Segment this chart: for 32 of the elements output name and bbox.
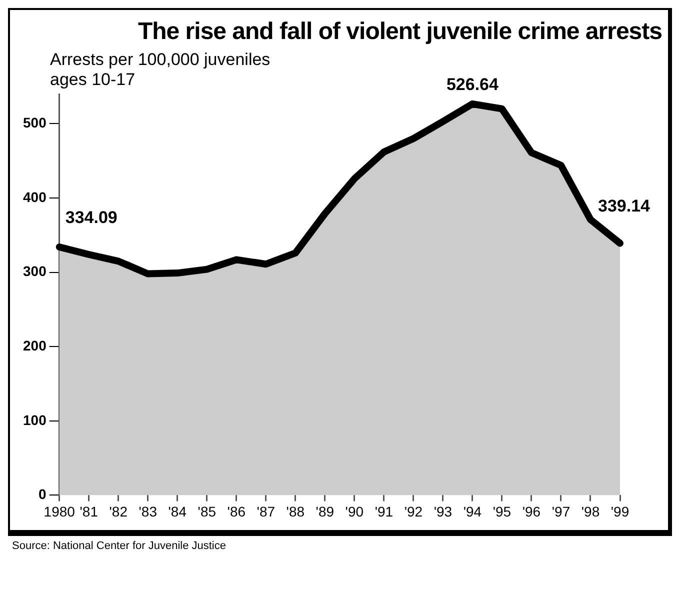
x-tick-label: '98 bbox=[581, 503, 600, 520]
x-tick-label: '88 bbox=[286, 503, 305, 520]
chart-subtitle: Arrests per 100,000 juveniles ages 10-17 bbox=[50, 50, 272, 90]
x-tick-label: '90 bbox=[345, 503, 364, 520]
x-tick-label: '91 bbox=[374, 503, 394, 520]
x-tick-label: 1980 bbox=[44, 503, 76, 520]
y-tick-label: 500 bbox=[23, 114, 47, 131]
data-label: 526.64 bbox=[446, 75, 500, 94]
chart-title: The rise and fall of violent juvenile crime arrests bbox=[136, 18, 662, 46]
x-tick-label: '92 bbox=[404, 503, 423, 520]
data-label: 339.14 bbox=[598, 196, 651, 216]
y-tick-label: 400 bbox=[23, 188, 47, 205]
x-tick-label: '89 bbox=[316, 503, 334, 520]
y-tick-label: 200 bbox=[23, 337, 47, 354]
x-tick-label: '93 bbox=[434, 503, 452, 520]
x-tick-label: '81 bbox=[80, 503, 98, 520]
x-tick-label: '97 bbox=[552, 503, 570, 520]
x-tick-label: '83 bbox=[138, 503, 158, 520]
x-tick-label: '84 bbox=[168, 503, 187, 520]
data-label: 334.09 bbox=[65, 208, 118, 228]
x-tick-label: '96 bbox=[522, 503, 541, 520]
y-tick-label: 100 bbox=[23, 412, 47, 428]
x-tick-label: '87 bbox=[256, 503, 276, 520]
x-tick-label: '82 bbox=[109, 503, 128, 520]
x-tick-label: '99 bbox=[610, 503, 630, 520]
x-tick-label: '85 bbox=[198, 503, 216, 520]
y-tick-label: 0 bbox=[38, 486, 47, 502]
x-tick-label: '95 bbox=[492, 503, 512, 520]
source-note: Source: National Center for Juvenile Justice bbox=[12, 540, 227, 552]
x-tick-label: '94 bbox=[463, 503, 482, 520]
y-tick-label: 300 bbox=[23, 263, 47, 280]
x-tick-label: '86 bbox=[227, 503, 246, 520]
